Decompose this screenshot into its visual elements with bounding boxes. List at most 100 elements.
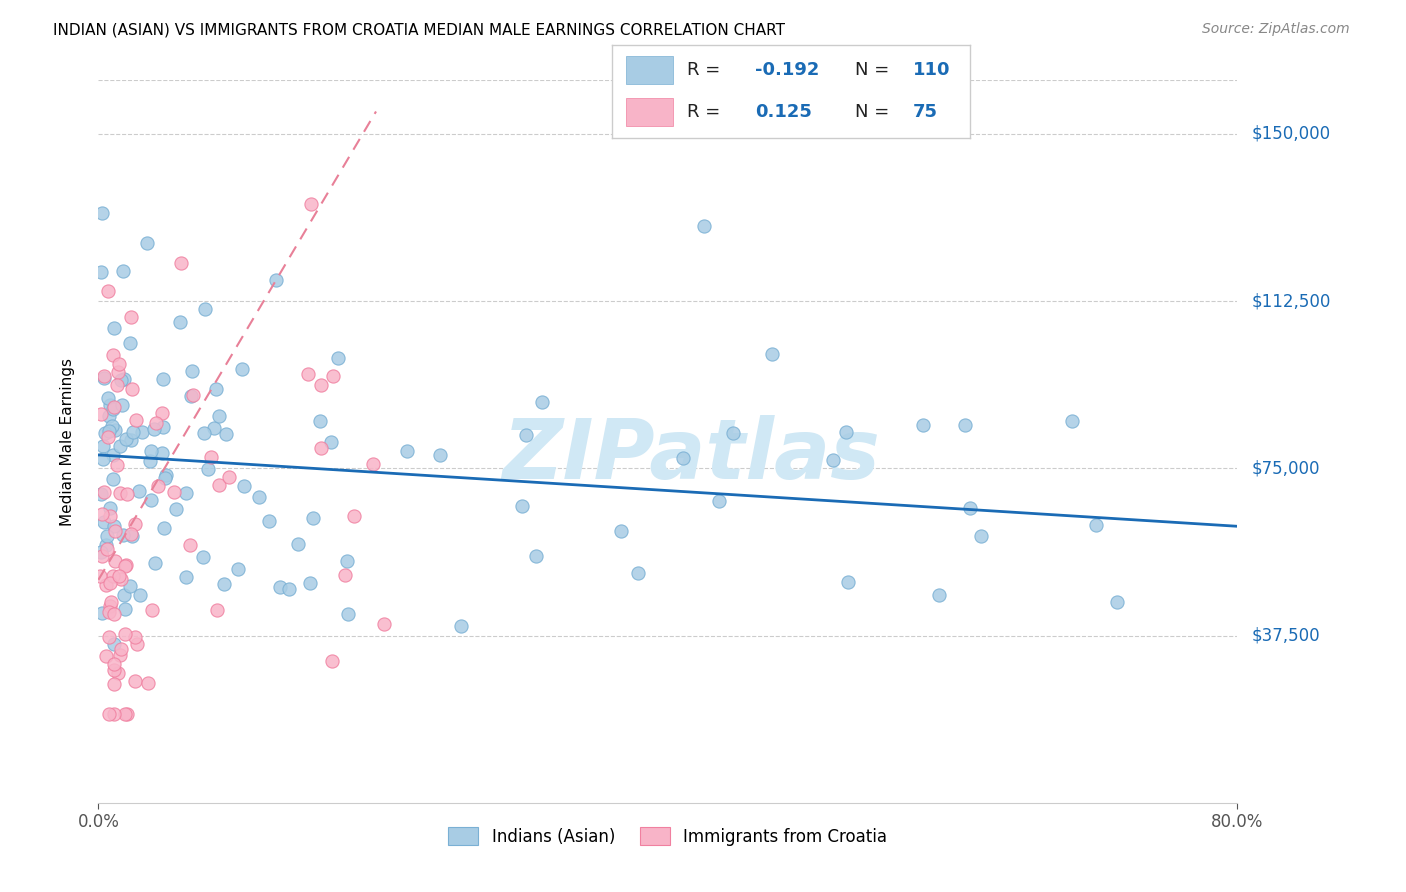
Point <box>90 206 112 220</box>
Point <box>515 428 537 442</box>
Point <box>89 569 111 583</box>
Text: 75: 75 <box>912 103 938 121</box>
Point <box>98 605 121 619</box>
Point <box>197 462 219 476</box>
Point <box>118 579 141 593</box>
Text: R =: R = <box>688 61 725 78</box>
Point <box>165 502 187 516</box>
Point <box>143 556 166 570</box>
Point <box>101 448 124 462</box>
Point <box>174 570 197 584</box>
Point <box>146 479 169 493</box>
Point <box>91 451 114 466</box>
Point <box>100 398 122 412</box>
Text: $112,500: $112,500 <box>1251 292 1330 310</box>
Point <box>395 444 418 458</box>
Point <box>193 550 215 565</box>
Text: INDIAN (ASIAN) VS IMMIGRANTS FROM CROATIA MEDIAN MALE EARNINGS CORRELATION CHART: INDIAN (ASIAN) VS IMMIGRANTS FROM CROATI… <box>53 22 786 37</box>
Point <box>141 492 163 507</box>
Point <box>363 457 385 471</box>
Point <box>121 529 143 543</box>
Point <box>101 568 124 582</box>
Point <box>823 453 845 467</box>
Point <box>155 467 177 482</box>
Text: 0.125: 0.125 <box>755 103 811 121</box>
Point <box>125 637 148 651</box>
Point <box>124 516 146 531</box>
Point <box>124 630 146 644</box>
Point <box>373 617 395 632</box>
Point <box>93 368 115 383</box>
Point <box>531 395 554 409</box>
Point <box>837 574 859 589</box>
Point <box>311 441 333 455</box>
Point <box>610 524 633 539</box>
Point <box>122 425 145 439</box>
Point <box>143 422 166 436</box>
Text: -0.192: -0.192 <box>755 61 820 78</box>
Point <box>111 264 134 278</box>
Y-axis label: Median Male Earnings: Median Male Earnings <box>60 358 75 525</box>
Point <box>115 558 138 573</box>
Point <box>450 619 472 633</box>
Point <box>108 357 131 371</box>
Point <box>321 654 343 668</box>
Point <box>107 666 129 681</box>
Point <box>162 484 184 499</box>
Point <box>114 706 136 721</box>
Text: 110: 110 <box>912 61 950 78</box>
Point <box>308 414 330 428</box>
Point <box>110 373 132 387</box>
Point <box>90 407 112 421</box>
Point <box>96 529 118 543</box>
Point <box>297 368 319 382</box>
Point <box>94 425 117 440</box>
Point <box>208 477 231 491</box>
Point <box>93 371 115 385</box>
Point <box>218 470 240 484</box>
Point <box>104 423 127 437</box>
Point <box>90 549 112 563</box>
Point <box>97 391 120 405</box>
Point <box>131 425 153 440</box>
Point <box>214 426 236 441</box>
Point <box>139 454 162 468</box>
Point <box>93 484 115 499</box>
Point <box>110 572 132 586</box>
Point <box>136 235 159 250</box>
Point <box>108 486 131 500</box>
Point <box>94 577 117 591</box>
Point <box>94 538 117 552</box>
Text: $75,000: $75,000 <box>1251 459 1320 477</box>
Point <box>269 580 291 594</box>
Point <box>322 369 344 384</box>
Point <box>111 528 134 542</box>
Point <box>928 588 950 602</box>
Point <box>299 575 322 590</box>
Point <box>336 607 359 622</box>
Point <box>100 595 122 609</box>
Point <box>98 508 121 523</box>
Point <box>103 676 125 690</box>
Point <box>247 490 270 504</box>
Point <box>121 382 143 396</box>
Text: Source: ZipAtlas.com: Source: ZipAtlas.com <box>1202 22 1350 37</box>
Point <box>969 529 991 543</box>
Point <box>118 336 141 351</box>
Legend: Indians (Asian), Immigrants from Croatia: Indians (Asian), Immigrants from Croatia <box>441 821 894 852</box>
FancyBboxPatch shape <box>626 56 672 84</box>
Point <box>115 432 138 446</box>
Point <box>97 285 120 299</box>
Point <box>264 273 287 287</box>
Point <box>101 472 124 486</box>
Point <box>259 514 281 528</box>
Point <box>124 412 146 426</box>
Point <box>100 599 122 614</box>
Point <box>107 365 129 379</box>
Point <box>97 706 120 721</box>
Point <box>141 603 163 617</box>
Point <box>145 417 167 431</box>
Point <box>112 589 135 603</box>
Point <box>124 673 146 688</box>
Point <box>98 409 121 423</box>
